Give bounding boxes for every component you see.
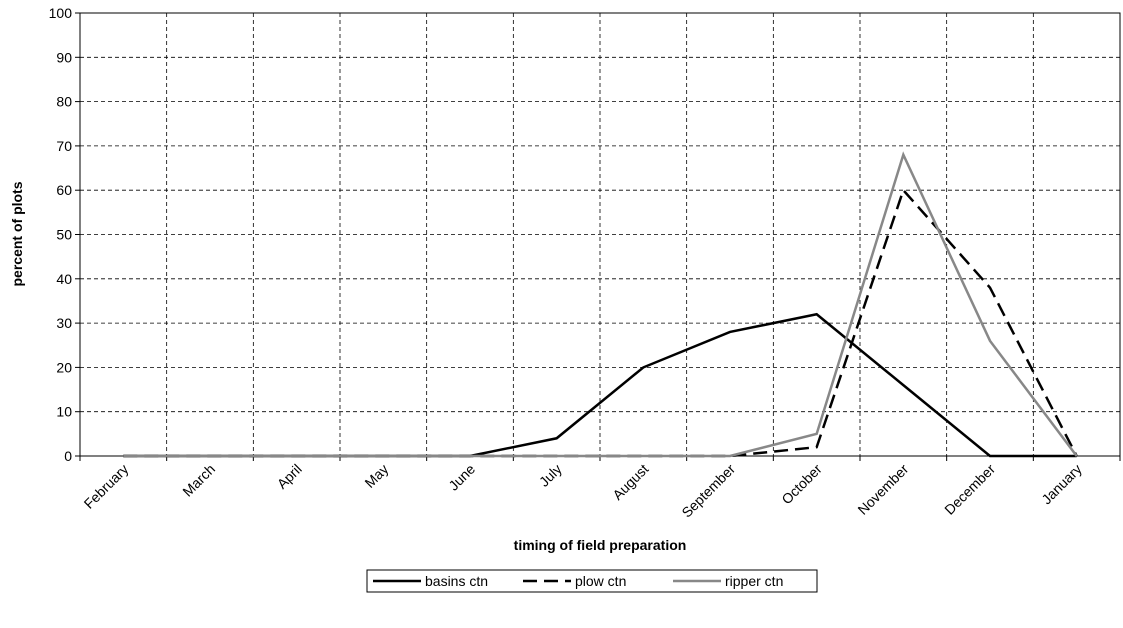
y-tick-label: 70 — [56, 138, 72, 154]
y-tick-label: 90 — [56, 49, 72, 65]
y-tick-label: 50 — [56, 227, 72, 243]
legend-box — [366, 569, 818, 593]
x-tick-label: December — [941, 461, 998, 518]
series-line — [123, 151, 1078, 458]
y-tick-label: 30 — [56, 315, 72, 331]
x-axis-title: timing of field preparation — [514, 537, 687, 553]
legend: basins ctn plow ctn ripper ctn — [366, 569, 818, 593]
x-tick-label: February — [81, 461, 132, 512]
legend-label: plow ctn — [575, 573, 626, 589]
x-tick-label: July — [536, 461, 565, 490]
y-tick-label: 80 — [56, 94, 72, 110]
x-tick-label: November — [854, 461, 911, 518]
x-tick-label: August — [609, 461, 651, 503]
x-tick-label: September — [678, 461, 738, 521]
x-tick-label: April — [274, 461, 305, 492]
y-tick-label: 100 — [49, 5, 73, 21]
y-axis-title: percent of plots — [9, 181, 25, 286]
x-tick-label: March — [179, 461, 218, 500]
y-tick-label: 40 — [56, 271, 72, 287]
y-tick-label: 20 — [56, 359, 72, 375]
y-tick-label: 10 — [56, 404, 72, 420]
legend-label: basins ctn — [425, 573, 488, 589]
x-tick-label: October — [778, 461, 825, 508]
y-tick-label: 60 — [56, 182, 72, 198]
x-tick-label: May — [361, 461, 391, 491]
y-tick-label: 0 — [64, 448, 72, 464]
x-tick-label: June — [445, 461, 478, 494]
legend-label: ripper ctn — [725, 573, 783, 589]
x-tick-label: January — [1038, 461, 1085, 508]
